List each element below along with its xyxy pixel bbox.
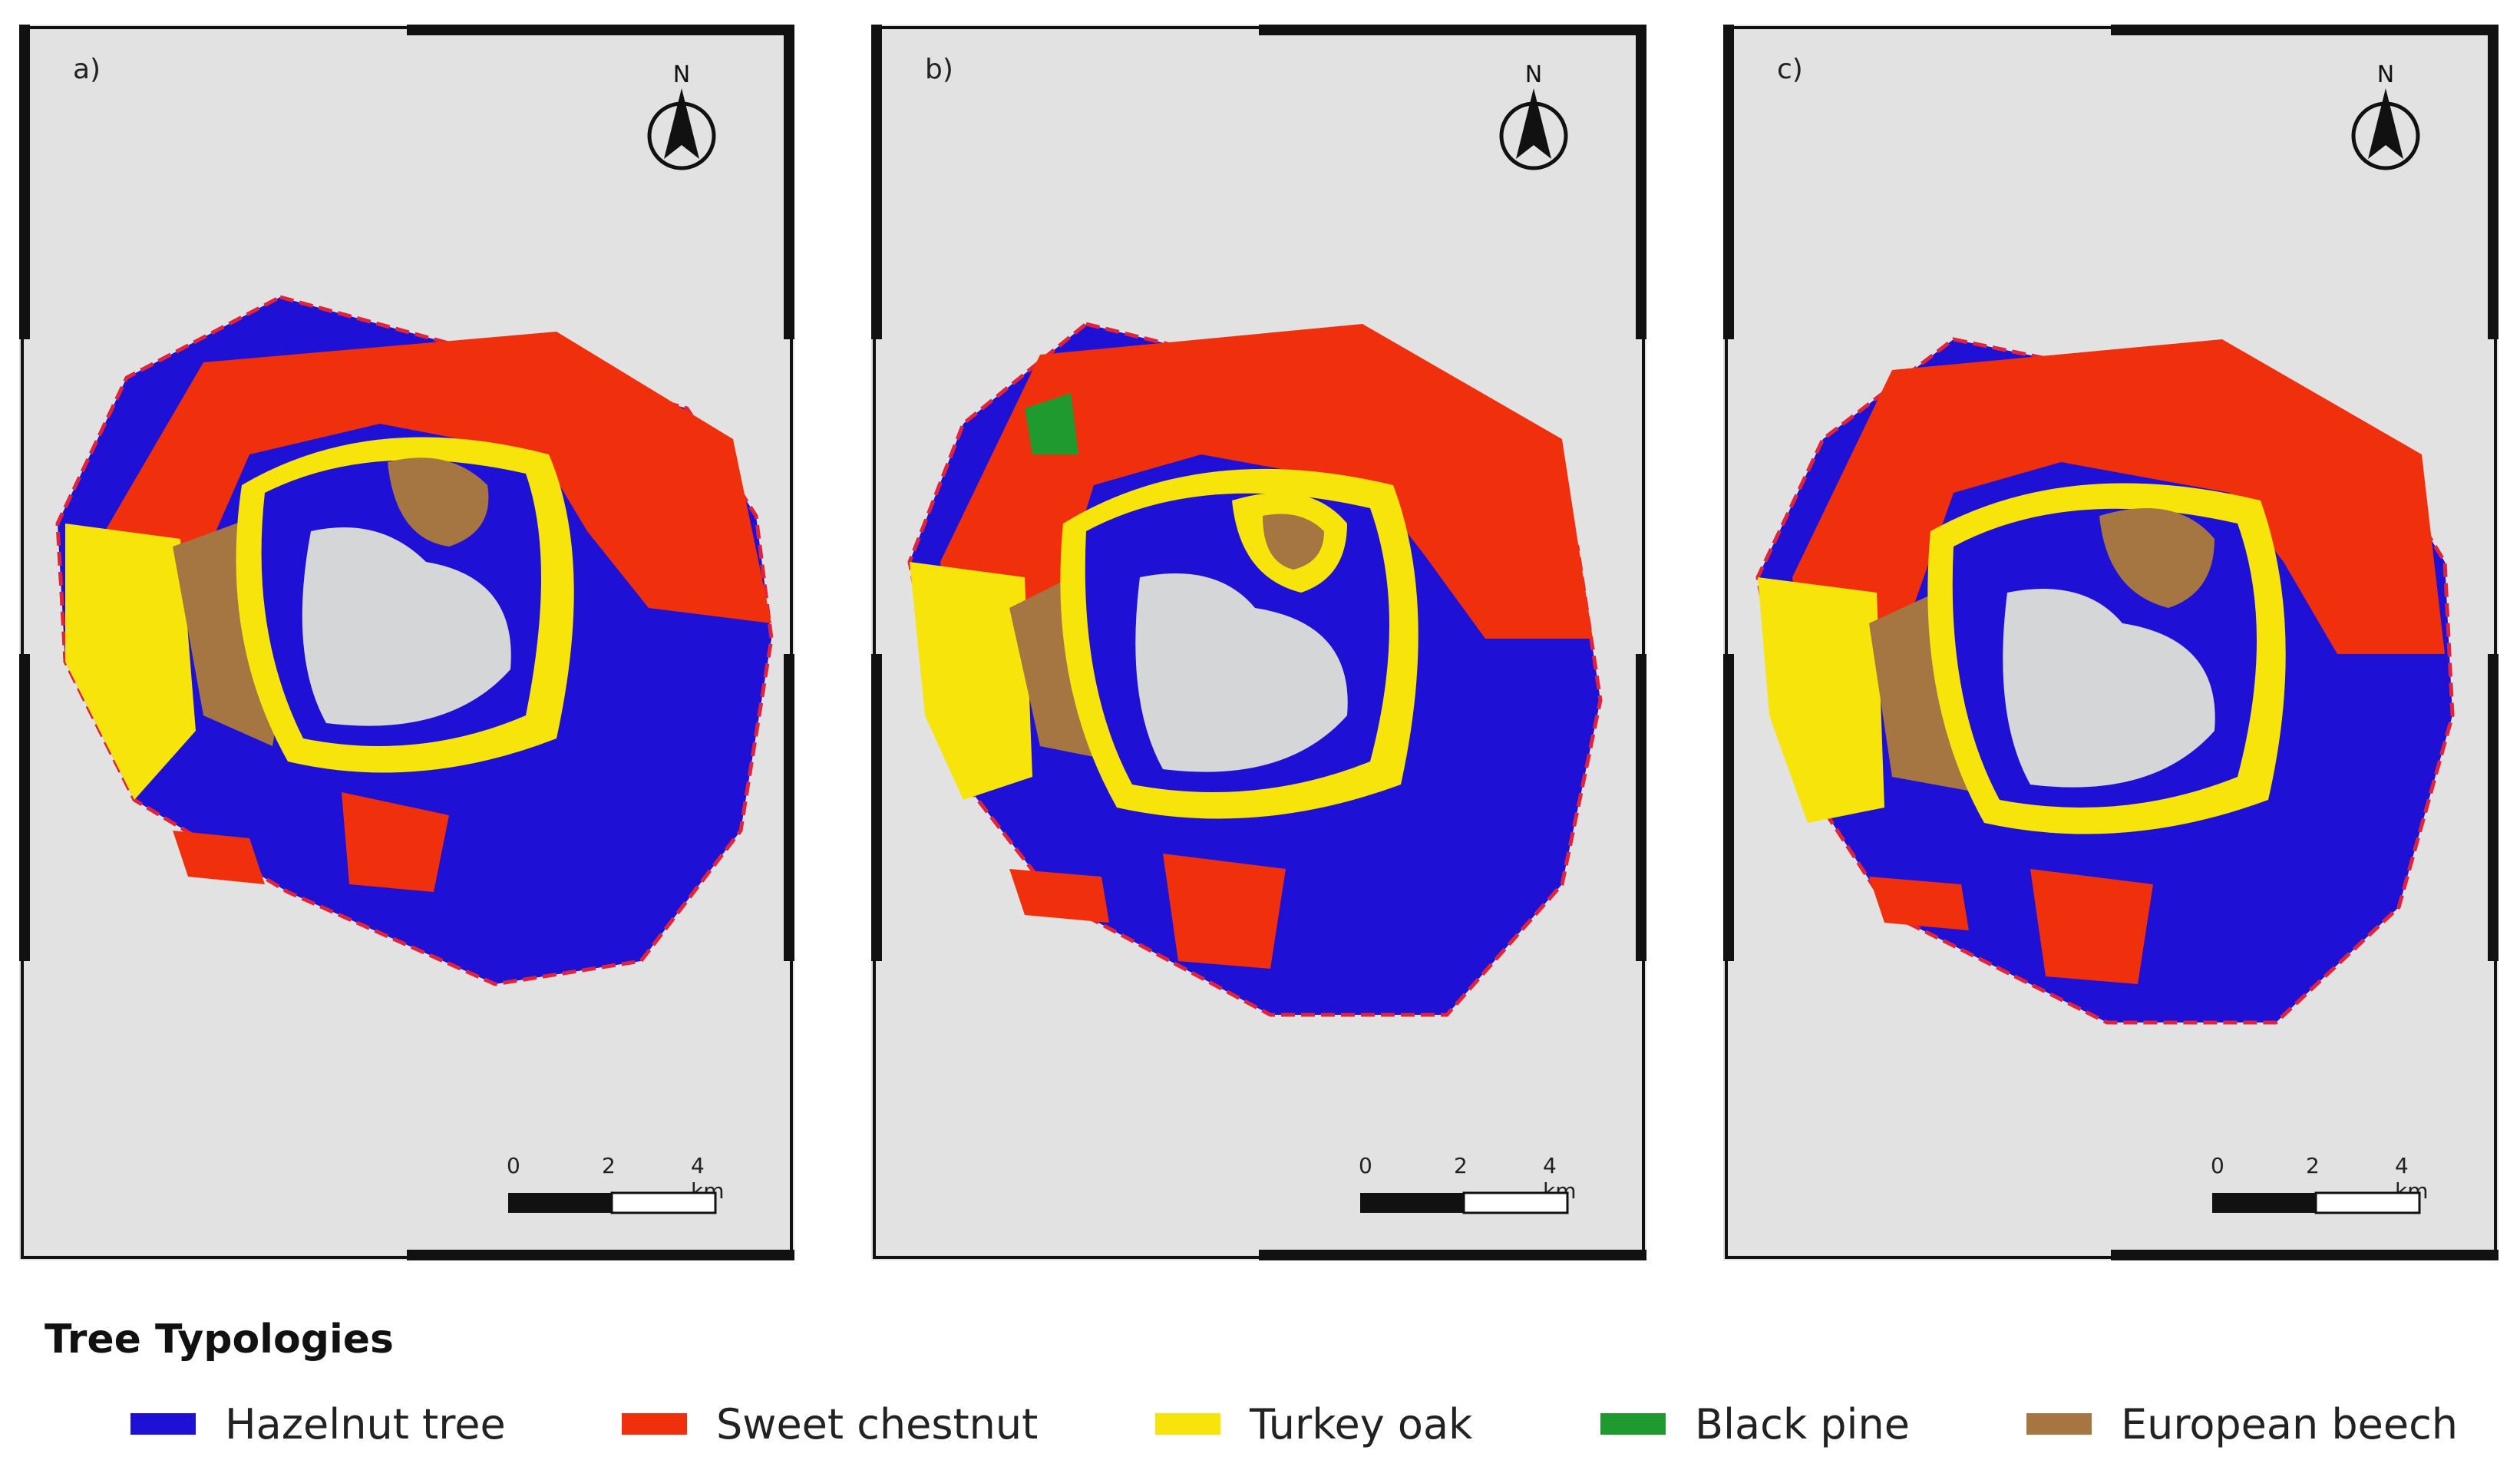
north-arrow-icon: N <box>2343 59 2428 174</box>
legend-swatch <box>1600 1413 1666 1435</box>
legend-item-turkey-oak: Turkey oak <box>1155 1393 1472 1455</box>
map-panel-b: b) N 0 2 4 km <box>871 25 1646 1260</box>
map-panel-a: a) N 0 2 4 km <box>19 25 794 1260</box>
north-label: N <box>2377 61 2394 88</box>
scale-label-zero: 0 <box>1359 1153 1372 1178</box>
legend-title: Tree Typologies <box>45 1316 394 1363</box>
scale-label-mid: 2 <box>1454 1153 1468 1178</box>
north-arrow-icon: N <box>1491 59 1576 174</box>
legend: Hazelnut tree Sweet chestnut Turkey oak … <box>130 1393 2458 1455</box>
legend-label: European beech <box>2121 1399 2459 1449</box>
legend-item-black-pine: Black pine <box>1600 1393 1910 1455</box>
legend-swatch <box>130 1413 196 1435</box>
scale-bar: 0 2 4 km <box>507 1153 729 1222</box>
scale-label-mid: 2 <box>2306 1153 2320 1178</box>
panel-label-c: c) <box>1777 54 1803 85</box>
legend-label: Black pine <box>1695 1399 1910 1449</box>
scale-label-zero: 0 <box>507 1153 520 1178</box>
legend-swatch <box>622 1413 687 1435</box>
study-area-a <box>55 295 774 986</box>
panel-label-b: b) <box>925 54 953 85</box>
map-svg-c <box>1723 25 2499 1260</box>
scale-bar: 0 2 4 km <box>2211 1153 2433 1222</box>
legend-item-beech: European beech <box>2026 1393 2458 1455</box>
legend-item-chestnut: Sweet chestnut <box>622 1393 1038 1455</box>
scale-bar: 0 2 4 km <box>1359 1153 1581 1222</box>
north-label: N <box>1525 61 1542 88</box>
study-area-c <box>1755 337 2455 1025</box>
scale-label-mid: 2 <box>602 1153 616 1178</box>
legend-label: Hazelnut tree <box>225 1399 506 1449</box>
north-arrow-icon: N <box>639 59 724 174</box>
map-svg-b <box>871 25 1646 1260</box>
map-svg-a <box>19 25 794 1260</box>
legend-swatch <box>2026 1413 2092 1435</box>
legend-label: Turkey oak <box>1250 1399 1473 1449</box>
study-area-b <box>907 322 1603 1017</box>
map-panel-c: c) N 0 2 4 km <box>1723 25 2499 1260</box>
north-label: N <box>673 61 690 88</box>
panel-label-a: a) <box>73 54 101 85</box>
scale-label-zero: 0 <box>2211 1153 2224 1178</box>
legend-item-hazelnut: Hazelnut tree <box>130 1393 506 1455</box>
legend-label: Sweet chestnut <box>716 1399 1039 1449</box>
legend-swatch <box>1155 1413 1220 1435</box>
